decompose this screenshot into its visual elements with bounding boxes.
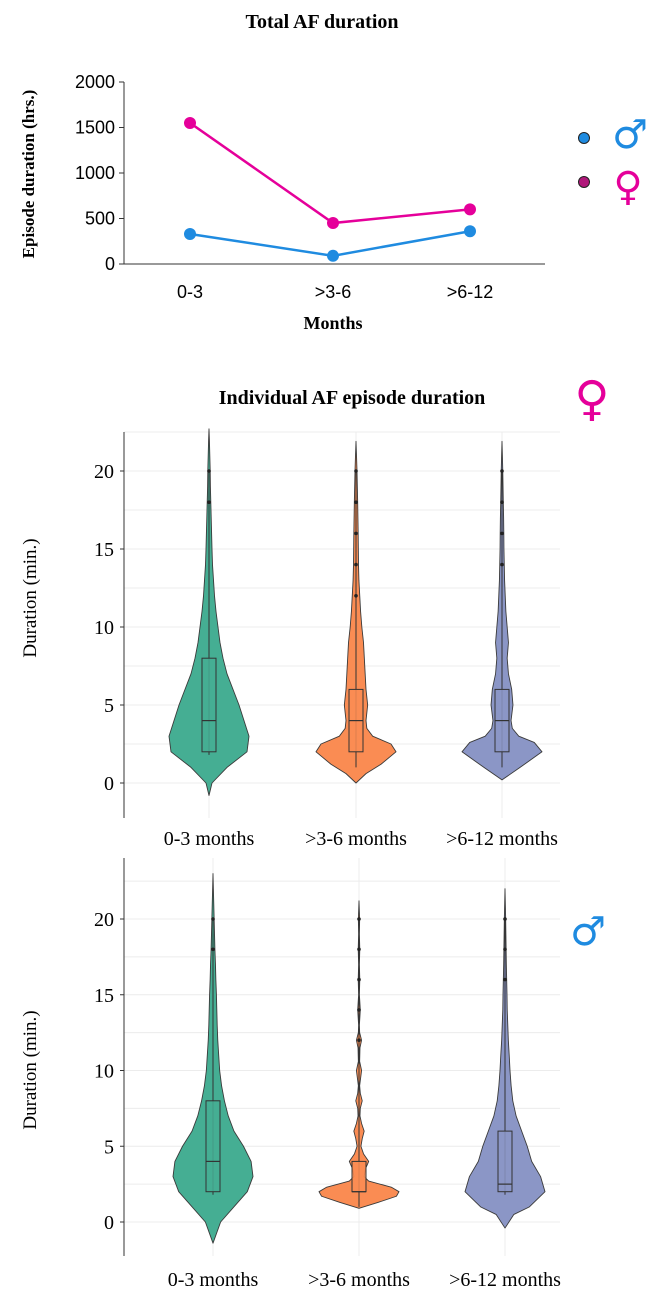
female-symbol-icon: ♀: [613, 164, 642, 210]
line-chart-x-axis-label: Months: [303, 313, 362, 333]
violin-chart-title: Individual AF episode duration: [219, 387, 486, 409]
violin-chart-male: ♂ Duration (min.) 0 5 10 15 20 0-3 months >3-6…: [20, 858, 606, 1291]
outlier-point: [357, 947, 361, 952]
legend-item-male: ♂: [578, 112, 648, 158]
y-tick-label: 5: [104, 695, 114, 717]
outlier-point: [354, 562, 358, 567]
violin-y-ticks: 0 5 10 15 20: [94, 461, 124, 795]
outlier-point: [354, 531, 358, 536]
outlier-point: [500, 469, 504, 473]
x-tick-label: >3-6: [315, 282, 352, 302]
data-point-female: [327, 217, 339, 230]
line-chart-y-axis-label: Episode duration (hrs.): [19, 90, 38, 259]
outlier-point: [354, 469, 358, 473]
y-tick-label: 15: [94, 539, 114, 561]
x-tick-label: 0-3: [177, 282, 203, 302]
legend-marker-male: [578, 132, 590, 144]
outlier-point: [500, 562, 504, 567]
x-tick-label: >6-12: [447, 282, 494, 302]
box-iqr: [497, 1130, 513, 1193]
violin-2: [315, 440, 397, 784]
x-tick-label: 0-3 months: [164, 828, 255, 850]
y-tick-label: 0: [105, 254, 115, 274]
legend-item-female: ♀: [578, 164, 643, 210]
outlier-point: [503, 977, 507, 982]
data-point-male: [184, 227, 196, 240]
violin-x-ticks: 0-3 months >3-6 months >6-12 months: [168, 1269, 561, 1291]
y-tick-label: 1000: [75, 163, 115, 183]
outlier-point: [354, 500, 358, 505]
y-tick-label: 10: [94, 617, 114, 639]
box-iqr: [205, 1100, 221, 1193]
outlier-point: [357, 1038, 361, 1042]
x-tick-label: >3-6 months: [308, 1269, 410, 1291]
line-chart-y-ticks: 0 500 1000 1500 2000: [75, 72, 124, 274]
violin-3: [461, 440, 543, 781]
male-symbol-icon: ♂: [612, 112, 648, 158]
outlier-point: [354, 594, 358, 598]
x-tick-label: 0-3 months: [168, 1269, 259, 1291]
line-chart-total-af-duration: Total AF duration 0 500 1000 1500 2000 0-3 >3…: [19, 11, 648, 333]
x-tick-label: >6-12 months: [446, 828, 558, 850]
y-tick-label: 20: [94, 909, 114, 931]
violin-x-ticks: 0-3 months >3-6 months >6-12 months: [164, 828, 558, 850]
outlier-point: [500, 531, 504, 536]
x-tick-label: >3-6 months: [305, 828, 407, 850]
outlier-point: [207, 500, 211, 505]
y-tick-label: 1500: [75, 118, 115, 138]
legend-marker-female: [578, 176, 590, 188]
violin-chart-female: Individual AF episode duration ♀ Duratio…: [20, 371, 610, 850]
data-point-male: [464, 225, 476, 238]
y-tick-label: 10: [94, 1061, 114, 1083]
outlier-point: [357, 1008, 361, 1012]
series-line-female: [189, 121, 471, 225]
y-tick-label: 20: [94, 461, 114, 483]
violin-chart-female-y-axis-label: Duration (min.): [20, 538, 41, 657]
line-chart-title: Total AF duration: [246, 11, 399, 33]
data-point-female: [184, 116, 196, 129]
y-tick-label: 15: [94, 985, 114, 1007]
outlier-point: [211, 947, 215, 952]
data-point-male: [327, 249, 339, 262]
line-chart-series: [184, 116, 476, 262]
y-tick-label: 500: [85, 209, 115, 229]
outlier-point: [207, 469, 211, 473]
violin-y-ticks: 0 5 10 15 20: [94, 909, 124, 1234]
violin-1: [168, 428, 250, 796]
violin-2: [318, 900, 400, 1209]
outlier-point: [357, 917, 361, 921]
y-tick-label: 5: [104, 1136, 114, 1158]
line-chart-x-ticks: 0-3 >3-6 >6-12: [177, 282, 493, 302]
box-iqr: [351, 1160, 367, 1193]
box-iqr: [201, 657, 217, 753]
x-tick-label: >6-12 months: [449, 1269, 561, 1291]
y-tick-label: 0: [104, 1212, 114, 1234]
y-tick-label: 0: [104, 773, 114, 795]
violin-chart-male-y-axis-label: Duration (min.): [20, 1010, 41, 1129]
female-symbol-icon: ♀: [574, 371, 609, 427]
male-symbol-icon: ♂: [570, 909, 606, 955]
outlier-point: [503, 947, 507, 952]
data-point-female: [464, 203, 476, 216]
violin-1: [172, 873, 254, 1244]
outlier-point: [503, 917, 507, 921]
y-tick-label: 2000: [75, 72, 115, 92]
line-chart-legend: ♂ ♀: [578, 112, 648, 210]
outlier-point: [211, 917, 215, 921]
outlier-point: [357, 977, 361, 982]
violin-3: [464, 888, 546, 1229]
outlier-point: [500, 500, 504, 505]
